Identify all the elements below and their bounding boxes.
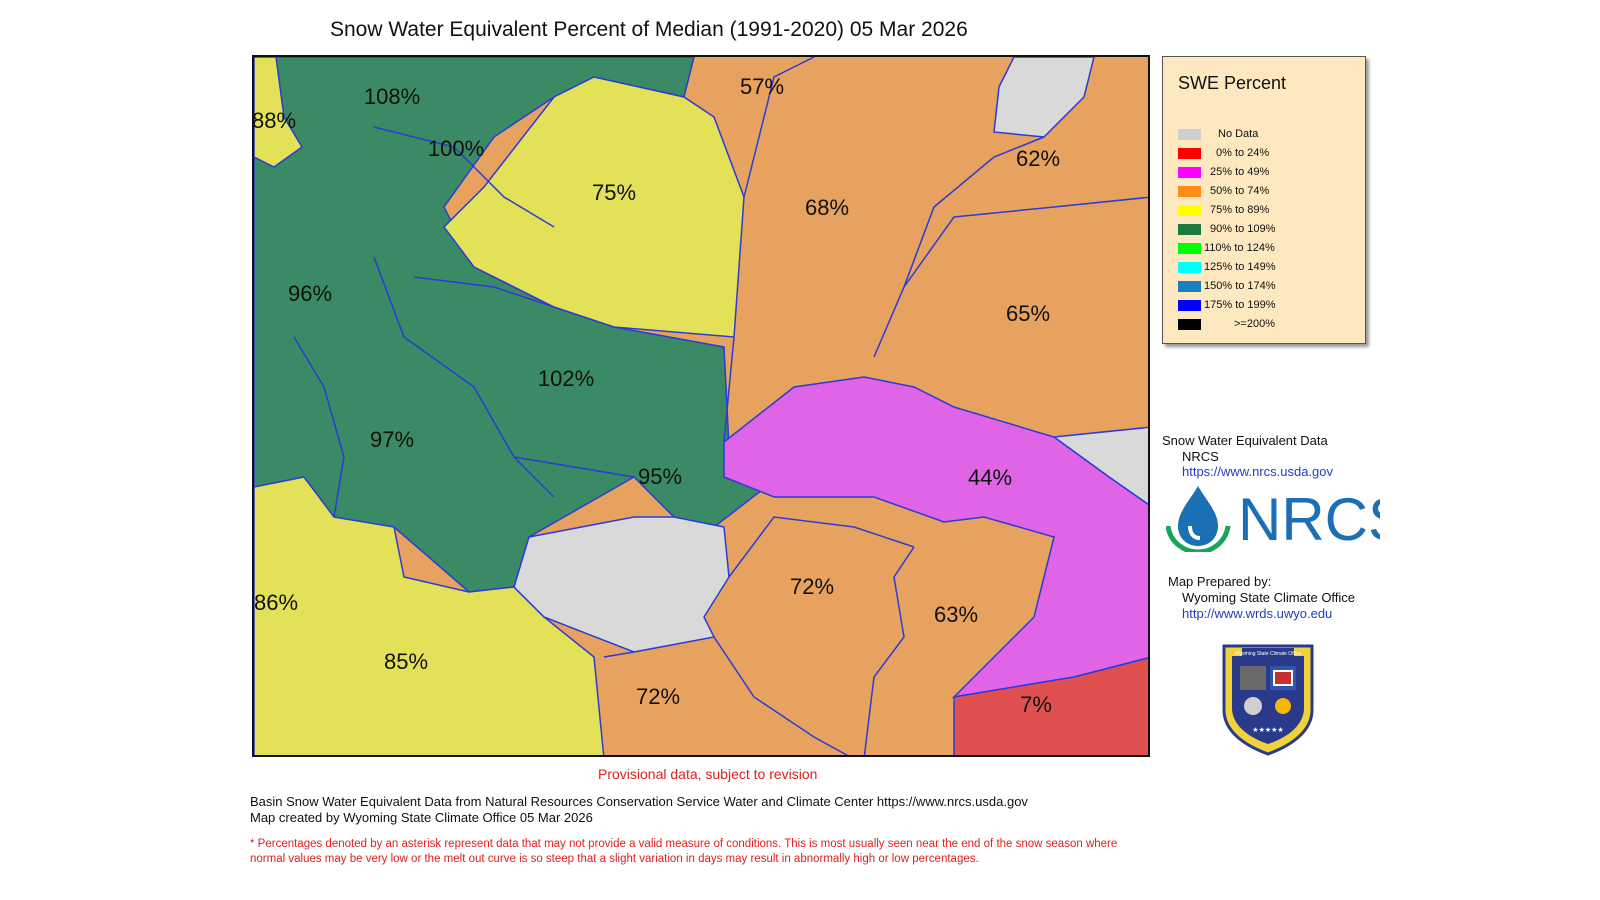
prepared-org: Wyoming State Climate Office	[1182, 590, 1356, 605]
basin-yellow-nw	[254, 57, 303, 168]
basin-polygons	[254, 57, 1148, 755]
basin-label: 44%	[967, 465, 1013, 490]
svg-text:★★★★★: ★★★★★	[1252, 726, 1283, 734]
footer-created: Map created by Wyoming State Climate Off…	[250, 810, 593, 825]
legend-swatch	[1178, 129, 1201, 140]
basin-label: 62%	[1015, 146, 1061, 171]
basin-label: 88%	[252, 108, 297, 133]
basin-label: 86%	[253, 590, 299, 615]
legend-label: 0% to 24%	[1216, 147, 1270, 159]
swe-basin-map: 108% 88% 100% 75% 57% 68% 62% 96% 65% 10…	[252, 55, 1150, 757]
map-title: Snow Water Equivalent Percent of Median …	[330, 18, 968, 41]
nrcs-logo-text: NRCS	[1238, 486, 1380, 552]
legend-label: 110% to 124%	[1204, 242, 1275, 254]
basin-label: 97%	[369, 427, 415, 452]
basin-label: 7%	[1020, 692, 1052, 717]
legend-label: 25% to 49%	[1210, 166, 1270, 178]
basin-label: 108%	[363, 84, 421, 109]
footer-note: * Percentages denoted by an asterisk rep…	[250, 838, 1118, 865]
basin-label: 100%	[427, 136, 485, 161]
nrcs-logo: NRCS	[1166, 486, 1380, 552]
basin-red	[953, 657, 1148, 755]
basin-label: 72%	[789, 574, 835, 599]
swe-data-heading: Snow Water Equivalent Data	[1162, 433, 1328, 448]
legend-panel: SWE Percent No Data 0% to 24% 25% to 49%…	[1162, 56, 1366, 344]
basin-label: 85%	[383, 649, 429, 674]
basin-yellow-sw	[254, 476, 605, 755]
legend-label: >=200%	[1234, 318, 1275, 330]
basin-label: 102%	[537, 366, 595, 391]
basin-label: 96%	[287, 281, 333, 306]
legend-label: 90% to 109%	[1210, 223, 1276, 235]
wrds-link[interactable]: http://www.wrds.uwyo.edu	[1182, 606, 1333, 621]
legend-swatch	[1178, 167, 1201, 178]
basin-no-data-center	[513, 516, 730, 653]
legend-label: 175% to 199%	[1204, 299, 1276, 311]
legend-swatch	[1178, 186, 1201, 197]
basin-label: 95%	[637, 464, 683, 489]
legend-swatch	[1178, 281, 1201, 292]
legend-title: SWE Percent	[1178, 73, 1287, 93]
legend-label: No Data	[1218, 128, 1259, 140]
legend-swatch	[1178, 243, 1201, 254]
nrcs-name: NRCS	[1182, 449, 1219, 464]
legend-swatch	[1178, 262, 1201, 273]
basin-yellow-north	[443, 76, 745, 338]
basin-label: 75%	[591, 180, 637, 205]
footer-source: Basin Snow Water Equivalent Data from Na…	[250, 794, 1028, 809]
basin-label: 72%	[635, 684, 681, 709]
legend-swatch	[1178, 300, 1201, 311]
seal-text: Wyoming State Climate Office	[1235, 651, 1302, 657]
basin-label: 63%	[933, 602, 979, 627]
legend-label: 50% to 74%	[1210, 185, 1270, 197]
legend-swatch	[1178, 205, 1201, 216]
nrcs-link[interactable]: https://www.nrcs.usda.gov	[1182, 464, 1334, 479]
legend-label: 125% to 149%	[1204, 261, 1276, 273]
prepared-heading: Map Prepared by:	[1168, 574, 1272, 589]
basin-label: 57%	[739, 74, 785, 99]
basin-label: 65%	[1005, 301, 1051, 326]
legend-label: 75% to 89%	[1210, 204, 1270, 216]
climate-office-seal: Wyoming State Climate Office ★★★★★	[1222, 644, 1314, 756]
basin-label: 68%	[804, 195, 850, 220]
legend-swatch	[1178, 148, 1201, 159]
provisional-notice: Provisional data, subject to revision	[598, 766, 818, 782]
legend-swatch	[1178, 319, 1201, 330]
legend-label: 150% to 174%	[1204, 280, 1276, 292]
legend-swatch	[1178, 224, 1201, 235]
